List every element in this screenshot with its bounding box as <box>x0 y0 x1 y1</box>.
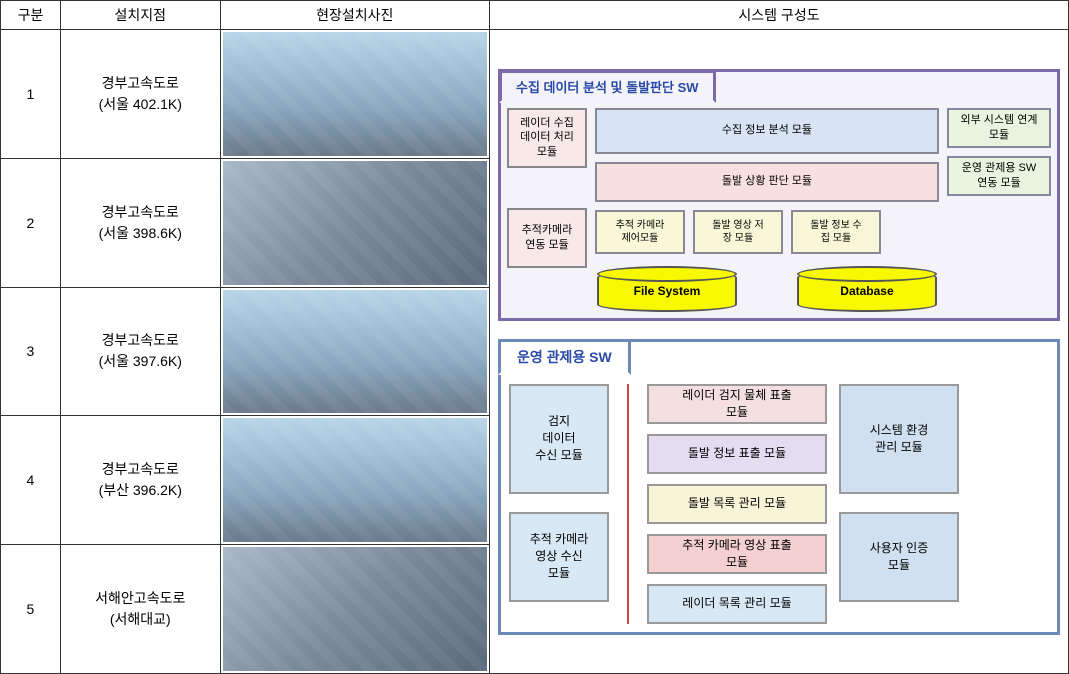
diag1-right-col: 외부 시스템 연계 모듈 운영 관제용 SW 연동 모듈 <box>947 108 1051 312</box>
header-diag: 시스템 구성도 <box>489 1 1068 30</box>
table-row: 1 경부고속도로 (서울 402.1K) 수집 데이터 분석 및 돌발판단 SW… <box>1 30 1069 159</box>
loc-line1: 경부고속도로 <box>65 73 216 94</box>
diagram-cell: 수집 데이터 분석 및 돌발판단 SW 레이더 수집 데이터 처리 모듈 추적카… <box>489 30 1068 674</box>
connector-icon <box>621 384 635 624</box>
diag2-right-col: 시스템 환경 관리 모듈 사용자 인증 모듈 <box>839 384 959 624</box>
loc-line2: (부산 396.2K) <box>65 480 216 501</box>
row-loc: 경부고속도로 (부산 396.2K) <box>60 416 220 545</box>
module-box: 돌발 상황 판단 모듈 <box>595 162 939 202</box>
cylinder-icon: File System <box>597 270 737 312</box>
loc-line2: (서울 398.6K) <box>65 223 216 244</box>
diag2-left-col: 검지 데이터 수신 모듈 추적 카메라 영상 수신 모듈 <box>509 384 609 624</box>
diag1-title: 수집 데이터 분석 및 돌발판단 SW <box>499 70 716 103</box>
diag1-mid-col: 수집 정보 분석 모듈 돌발 상황 판단 모듈 추적 카메라 제어모듈 돌발 영… <box>595 108 939 312</box>
module-box: 검지 데이터 수신 모듈 <box>509 384 609 494</box>
module-box: 운영 관제용 SW 연동 모듈 <box>947 156 1051 196</box>
module-box: 레이더 수집 데이터 처리 모듈 <box>507 108 587 168</box>
photo-cell <box>220 416 489 545</box>
photo-cell <box>220 287 489 416</box>
diagram-1: 수집 데이터 분석 및 돌발판단 SW 레이더 수집 데이터 처리 모듈 추적카… <box>498 69 1060 321</box>
row-num: 4 <box>1 416 61 545</box>
module-box: 레이더 목록 관리 모듈 <box>647 584 827 624</box>
loc-line1: 경부고속도로 <box>65 330 216 351</box>
loc-line2: (서해대교) <box>65 609 216 630</box>
header-photo: 현장설치사진 <box>220 1 489 30</box>
module-box: 돌발 영상 저 장 모듈 <box>693 210 783 254</box>
diag1-body: 레이더 수집 데이터 처리 모듈 추적카메라 연동 모듈 수집 정보 분석 모듈… <box>507 108 1051 312</box>
loc-line1: 경부고속도로 <box>65 202 216 223</box>
module-box: 수집 정보 분석 모듈 <box>595 108 939 154</box>
row-num: 5 <box>1 545 61 674</box>
loc-line2: (서울 397.6K) <box>65 351 216 372</box>
row-loc: 경부고속도로 (서울 398.6K) <box>60 158 220 287</box>
header-num: 구분 <box>1 1 61 30</box>
main-table: 구분 설치지점 현장설치사진 시스템 구성도 1 경부고속도로 (서울 402.… <box>0 0 1069 674</box>
loc-line1: 경부고속도로 <box>65 459 216 480</box>
field-photo-icon <box>223 547 487 671</box>
row-loc: 경부고속도로 (서울 402.1K) <box>60 30 220 159</box>
module-box: 추적카메라 연동 모듈 <box>507 208 587 268</box>
page-wrap: 구분 설치지점 현장설치사진 시스템 구성도 1 경부고속도로 (서울 402.… <box>0 0 1069 674</box>
diag2-title: 운영 관제용 SW <box>498 339 631 375</box>
diag1-yellow-row: 추적 카메라 제어모듈 돌발 영상 저 장 모듈 돌발 정보 수 집 모듈 <box>595 210 939 254</box>
field-photo-icon <box>223 418 487 542</box>
header-row: 구분 설치지점 현장설치사진 시스템 구성도 <box>1 1 1069 30</box>
module-box: 시스템 환경 관리 모듈 <box>839 384 959 494</box>
field-photo-icon <box>223 290 487 414</box>
photo-cell <box>220 158 489 287</box>
module-box: 돌발 정보 표출 모듈 <box>647 434 827 474</box>
diag2-mid-col: 레이더 검지 물체 표출 모듈 돌발 정보 표출 모듈 돌발 목록 관리 모듈 … <box>647 384 827 624</box>
row-num: 2 <box>1 158 61 287</box>
field-photo-icon <box>223 32 487 156</box>
module-box: 레이더 검지 물체 표출 모듈 <box>647 384 827 424</box>
diag1-left-col: 레이더 수집 데이터 처리 모듈 추적카메라 연동 모듈 <box>507 108 587 312</box>
module-box: 돌발 목록 관리 모듈 <box>647 484 827 524</box>
module-box: 외부 시스템 연계 모듈 <box>947 108 1051 148</box>
row-loc: 경부고속도로 (서울 397.6K) <box>60 287 220 416</box>
module-box: 추적 카메라 제어모듈 <box>595 210 685 254</box>
loc-line2: (서울 402.1K) <box>65 94 216 115</box>
module-box: 추적 카메라 영상 표출 모듈 <box>647 534 827 574</box>
row-loc: 서해안고속도로 (서해대교) <box>60 545 220 674</box>
module-box: 사용자 인증 모듈 <box>839 512 959 602</box>
cylinder-row: File System Database <box>595 270 939 312</box>
photo-cell <box>220 545 489 674</box>
diagram-2: 운영 관제용 SW 검지 데이터 수신 모듈 추적 카메라 영상 수신 모듈 레… <box>498 339 1060 635</box>
cylinder-icon: Database <box>797 270 937 312</box>
row-num: 1 <box>1 30 61 159</box>
loc-line1: 서해안고속도로 <box>65 588 216 609</box>
photo-cell <box>220 30 489 159</box>
row-num: 3 <box>1 287 61 416</box>
header-loc: 설치지점 <box>60 1 220 30</box>
module-box: 추적 카메라 영상 수신 모듈 <box>509 512 609 602</box>
field-photo-icon <box>223 161 487 285</box>
module-box: 돌발 정보 수 집 모듈 <box>791 210 881 254</box>
diag2-body: 검지 데이터 수신 모듈 추적 카메라 영상 수신 모듈 레이더 검지 물체 표… <box>509 384 1049 624</box>
